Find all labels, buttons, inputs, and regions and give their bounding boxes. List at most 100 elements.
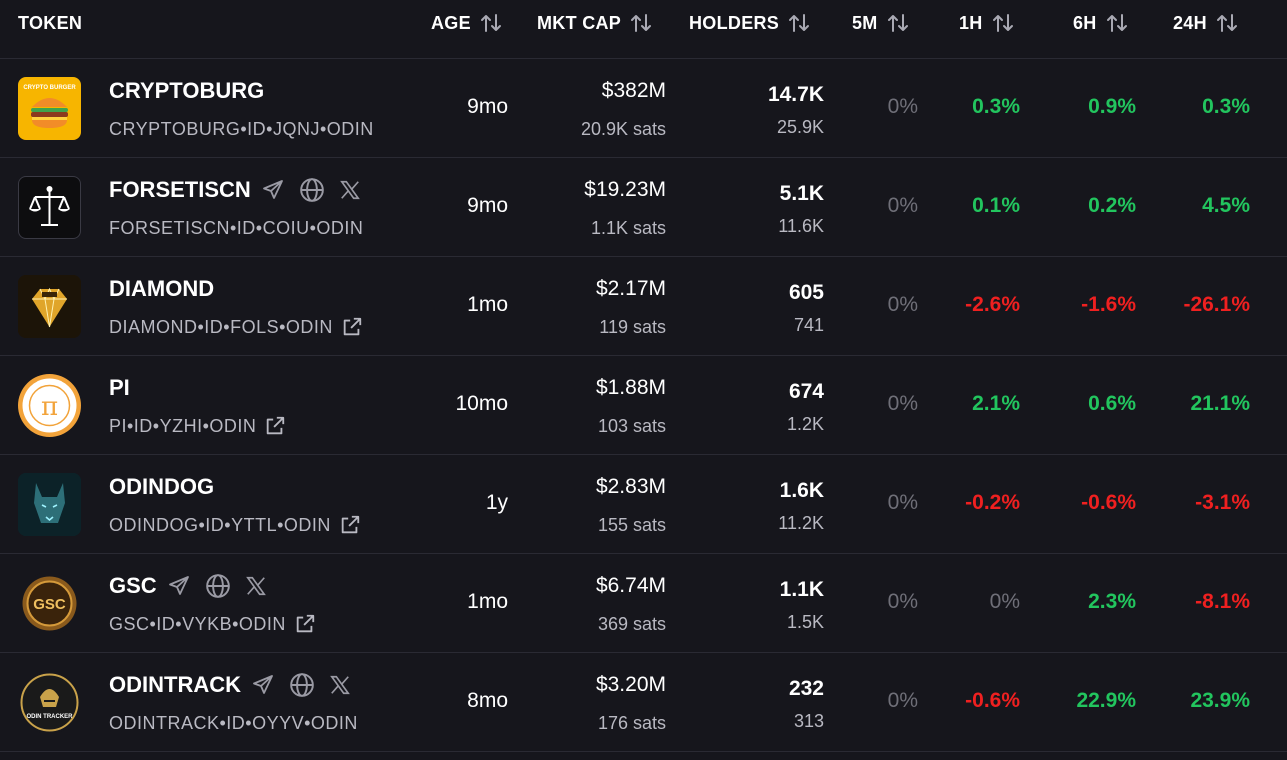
table-row[interactable]: FORSETISCN FORSETISCN•ID•COIU•ODIN 9mo $… [0, 158, 1287, 257]
change-6h: -0.6% [1081, 491, 1136, 514]
pi-logo-icon: π [18, 374, 81, 437]
change-6h: 0.2% [1088, 194, 1136, 217]
table-row[interactable]: GSC GSC GSC•ID•VYKB•ODIN 1mo $6.74M 369 … [0, 554, 1287, 653]
holders-count: 232 [788, 677, 824, 700]
change-5m: 0% [887, 95, 918, 118]
token-name[interactable]: FORSETISCN [109, 175, 361, 205]
token-id-label: ODINTRACK•ID•OYYV•ODIN [109, 712, 358, 733]
change-1h: 0.1% [972, 194, 1020, 217]
change-5m: 0% [887, 491, 918, 514]
logo-text: ODIN TRACKER [27, 714, 74, 720]
token-age: 10mo [455, 392, 508, 415]
token-id: CRYPTOBURG•ID•JQNJ•ODIN [109, 117, 395, 141]
holders-count: 1.6K [779, 479, 824, 502]
change-6h: 0.6% [1088, 392, 1136, 415]
holders-secondary: 1.2K [786, 414, 824, 434]
token-name[interactable]: GSC [109, 571, 267, 601]
telegram-icon[interactable] [261, 178, 285, 202]
change-5m: 0% [887, 194, 918, 217]
token-name[interactable]: PI [109, 373, 130, 403]
table-row[interactable]: π PI PI•ID•YZHI•ODIN 10mo $1.88M 103 sat… [0, 356, 1287, 455]
column-label: HOLDERS [689, 12, 780, 33]
price-sats: 155 sats [597, 515, 666, 535]
market-cap: $6.74M [595, 574, 666, 597]
column-header-age[interactable]: AGE [431, 0, 503, 46]
token-id-label: GSC•ID•VYKB•ODIN [109, 613, 286, 634]
change-5m: 0% [887, 392, 918, 415]
diamond-logo-icon [18, 275, 81, 338]
change-24h: 21.1% [1190, 392, 1250, 415]
column-label: TOKEN [18, 12, 83, 33]
column-header-1h[interactable]: 1H [959, 0, 1015, 46]
token-name-label: DIAMOND [109, 276, 215, 301]
column-header-24h[interactable]: 24H [1173, 0, 1239, 46]
external-link-icon[interactable] [341, 316, 363, 338]
sort-icon[interactable] [479, 12, 503, 34]
market-cap: $19.23M [584, 178, 666, 201]
x-twitter-icon[interactable] [339, 179, 361, 201]
change-5m: 0% [887, 689, 918, 712]
column-header-5m[interactable]: 5M [852, 0, 910, 46]
table-row[interactable]: DIAMOND DIAMOND•ID•FOLS•ODIN 1mo $2.17M … [0, 257, 1287, 356]
column-label: 1H [959, 12, 983, 33]
market-cap: $2.83M [595, 475, 666, 498]
change-24h: 23.9% [1190, 689, 1250, 712]
change-24h: 0.3% [1202, 95, 1250, 118]
change-6h: 22.9% [1076, 689, 1136, 712]
token-id-label: FORSETISCN•ID•COIU•ODIN [109, 217, 364, 238]
token-id-label: PI•ID•YZHI•ODIN [109, 415, 257, 436]
token-id-label: ODINDOG•ID•YTTL•ODIN [109, 514, 331, 535]
sort-icon[interactable] [886, 12, 910, 34]
telegram-icon[interactable] [167, 574, 191, 598]
x-twitter-icon[interactable] [329, 674, 351, 696]
sort-icon[interactable] [1215, 12, 1239, 34]
column-label: 5M [852, 12, 878, 33]
globe-icon[interactable] [289, 672, 315, 698]
token-name[interactable]: ODINDOG [109, 472, 214, 502]
column-header-6h[interactable]: 6H [1073, 0, 1129, 46]
market-cap: $1.88M [595, 376, 666, 399]
price-sats: 119 sats [599, 317, 666, 337]
token-age: 8mo [467, 689, 508, 712]
external-link-icon[interactable] [339, 514, 361, 536]
column-header-holders[interactable]: HOLDERS [689, 0, 811, 46]
market-cap: $2.17M [595, 277, 666, 300]
sort-icon[interactable] [629, 12, 653, 34]
sort-icon[interactable] [991, 12, 1015, 34]
table-row[interactable]: ODINDOG ODINDOG•ID•YTTL•ODIN 1y $2.83M 1… [0, 455, 1287, 554]
token-age: 9mo [467, 194, 508, 217]
change-24h: -8.1% [1195, 590, 1250, 613]
burger-logo-icon: CRYPTO BURGER [18, 77, 81, 140]
token-age: 1mo [467, 590, 508, 613]
token-id: ODINTRACK•ID•OYYV•ODIN [109, 711, 395, 735]
token-id-label: DIAMOND•ID•FOLS•ODIN [109, 316, 333, 337]
token-id: FORSETISCN•ID•COIU•ODIN [109, 216, 395, 240]
x-twitter-icon[interactable] [245, 575, 267, 597]
globe-icon[interactable] [205, 573, 231, 599]
logo-text: π [41, 392, 58, 422]
market-cap: $382M [601, 79, 666, 102]
holders-count: 5.1K [779, 182, 824, 205]
change-6h: -1.6% [1081, 293, 1136, 316]
token-name[interactable]: ODINTRACK [109, 670, 351, 700]
external-link-icon[interactable] [294, 613, 316, 635]
token-name[interactable]: CRYPTOBURG [109, 76, 264, 106]
token-name[interactable]: DIAMOND [109, 274, 214, 304]
holders-secondary: 11.6K [778, 216, 824, 236]
sort-icon[interactable] [787, 12, 811, 34]
globe-icon[interactable] [299, 177, 325, 203]
telegram-icon[interactable] [251, 673, 275, 697]
token-name-label: ODINTRACK [109, 672, 241, 697]
external-link-icon[interactable] [264, 415, 286, 437]
token-id: GSC•ID•VYKB•ODIN [109, 612, 395, 636]
logo-text: CRYPTO BURGER [23, 85, 76, 91]
table-row[interactable]: CRYPTO BURGER CRYPTOBURG CRYPTOBURG•ID•J… [0, 59, 1287, 158]
holders-secondary: 313 [793, 711, 824, 731]
price-sats: 1.1K sats [590, 218, 666, 238]
logo-text: GSC [33, 596, 66, 613]
table-row[interactable]: ODIN TRACKER ODINTRACK ODINTRACK•ID•OYYV… [0, 653, 1287, 752]
sort-icon[interactable] [1105, 12, 1129, 34]
column-label: AGE [431, 12, 471, 33]
column-header-mkt-cap[interactable]: MKT CAP [537, 0, 653, 46]
